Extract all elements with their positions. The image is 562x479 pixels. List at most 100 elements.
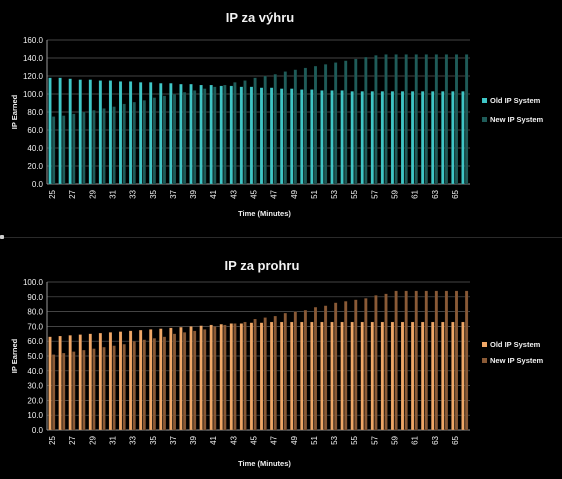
y-tick-label: 0.0 [32,426,44,435]
bar [62,115,66,185]
x-tick-label: 39 [189,435,198,444]
x-tick-label: 43 [229,189,238,198]
y-axis-title: IP Earned [10,338,19,373]
bar [58,77,62,185]
bar [320,321,324,431]
bar [92,109,96,185]
bar [62,352,66,431]
x-tick-label: 43 [229,435,238,444]
x-tick-label: 25 [48,435,57,444]
bar [213,326,217,431]
y-tick-label: 160.0 [23,36,44,45]
bar [444,54,449,185]
bar [404,54,408,185]
x-axis-title: Time (Minutes) [238,209,291,218]
legend-swatch [482,342,487,347]
x-tick-label: 65 [451,435,460,444]
bar [451,91,455,185]
bar [313,65,318,185]
bar [189,326,193,431]
bar [239,323,244,431]
bar [340,321,344,431]
bar [233,323,237,431]
bar [461,91,465,185]
bar [410,91,415,185]
legend-item: New IP System [482,115,544,124]
x-tick-label: 29 [88,435,97,444]
bar [350,321,354,431]
chart-ip-win: IP za výhru 0.0 20.0 40.0 60.0 80.0 100.0 120.0… [10,10,544,218]
bar [259,322,264,431]
bar [380,91,385,185]
bar [300,89,304,185]
bar [424,54,428,185]
series-0 [48,77,465,185]
bar [219,323,223,431]
legend-label: Old IP System [490,340,541,349]
bar [149,329,153,431]
bar [169,82,173,185]
x-tick-label: 27 [68,435,77,444]
bar [209,84,213,185]
bar [300,321,304,431]
bar [451,321,455,431]
bar [152,338,157,431]
bar [138,82,143,185]
bar [172,93,177,185]
bar [360,91,364,185]
bar [414,290,418,431]
bar [354,299,358,431]
bar [303,67,308,185]
x-tick-label: 47 [270,189,279,198]
legend-swatch [482,98,487,103]
bar [384,54,388,185]
bar [354,58,358,185]
bar [323,64,328,185]
bar [310,321,314,431]
legend-label: New IP System [490,356,544,365]
bar [273,315,277,431]
bar [149,82,153,185]
bar [344,60,348,185]
legend-label: New IP System [490,115,544,124]
x-tick-label: 35 [149,435,158,444]
bar [169,327,173,431]
y-tick-label: 100.0 [23,278,44,287]
bar [283,71,287,185]
bar [269,87,274,185]
x-tick-label: 65 [451,189,460,198]
bar [374,295,378,431]
bar [380,321,385,431]
bar [162,336,167,431]
x-tick-label: 37 [169,435,178,444]
bar [273,73,277,185]
panel-divider [0,237,562,238]
series-0 [48,321,465,431]
y-tick-label: 90.0 [27,293,43,302]
x-tick-label: 39 [189,189,198,198]
bar [303,309,308,431]
bar [454,54,459,185]
bar [162,95,167,185]
bar [102,346,106,431]
bar [213,86,217,185]
bar [229,85,234,185]
bar [88,79,93,185]
bar [263,317,267,431]
bar [340,90,344,185]
legend-label: Old IP System [490,96,541,105]
bar [48,336,52,431]
bar [203,329,207,431]
x-tick-label: 59 [390,189,399,198]
x-axis-title: Time (Minutes) [238,459,291,468]
bar [98,80,103,185]
bar [313,306,318,431]
y-tick-label: 140.0 [23,54,44,63]
bar [444,290,449,431]
bar [72,351,76,431]
bar [370,321,375,431]
bar [192,90,197,185]
bar [253,77,257,185]
series-1 [51,290,469,431]
bar [279,321,284,431]
